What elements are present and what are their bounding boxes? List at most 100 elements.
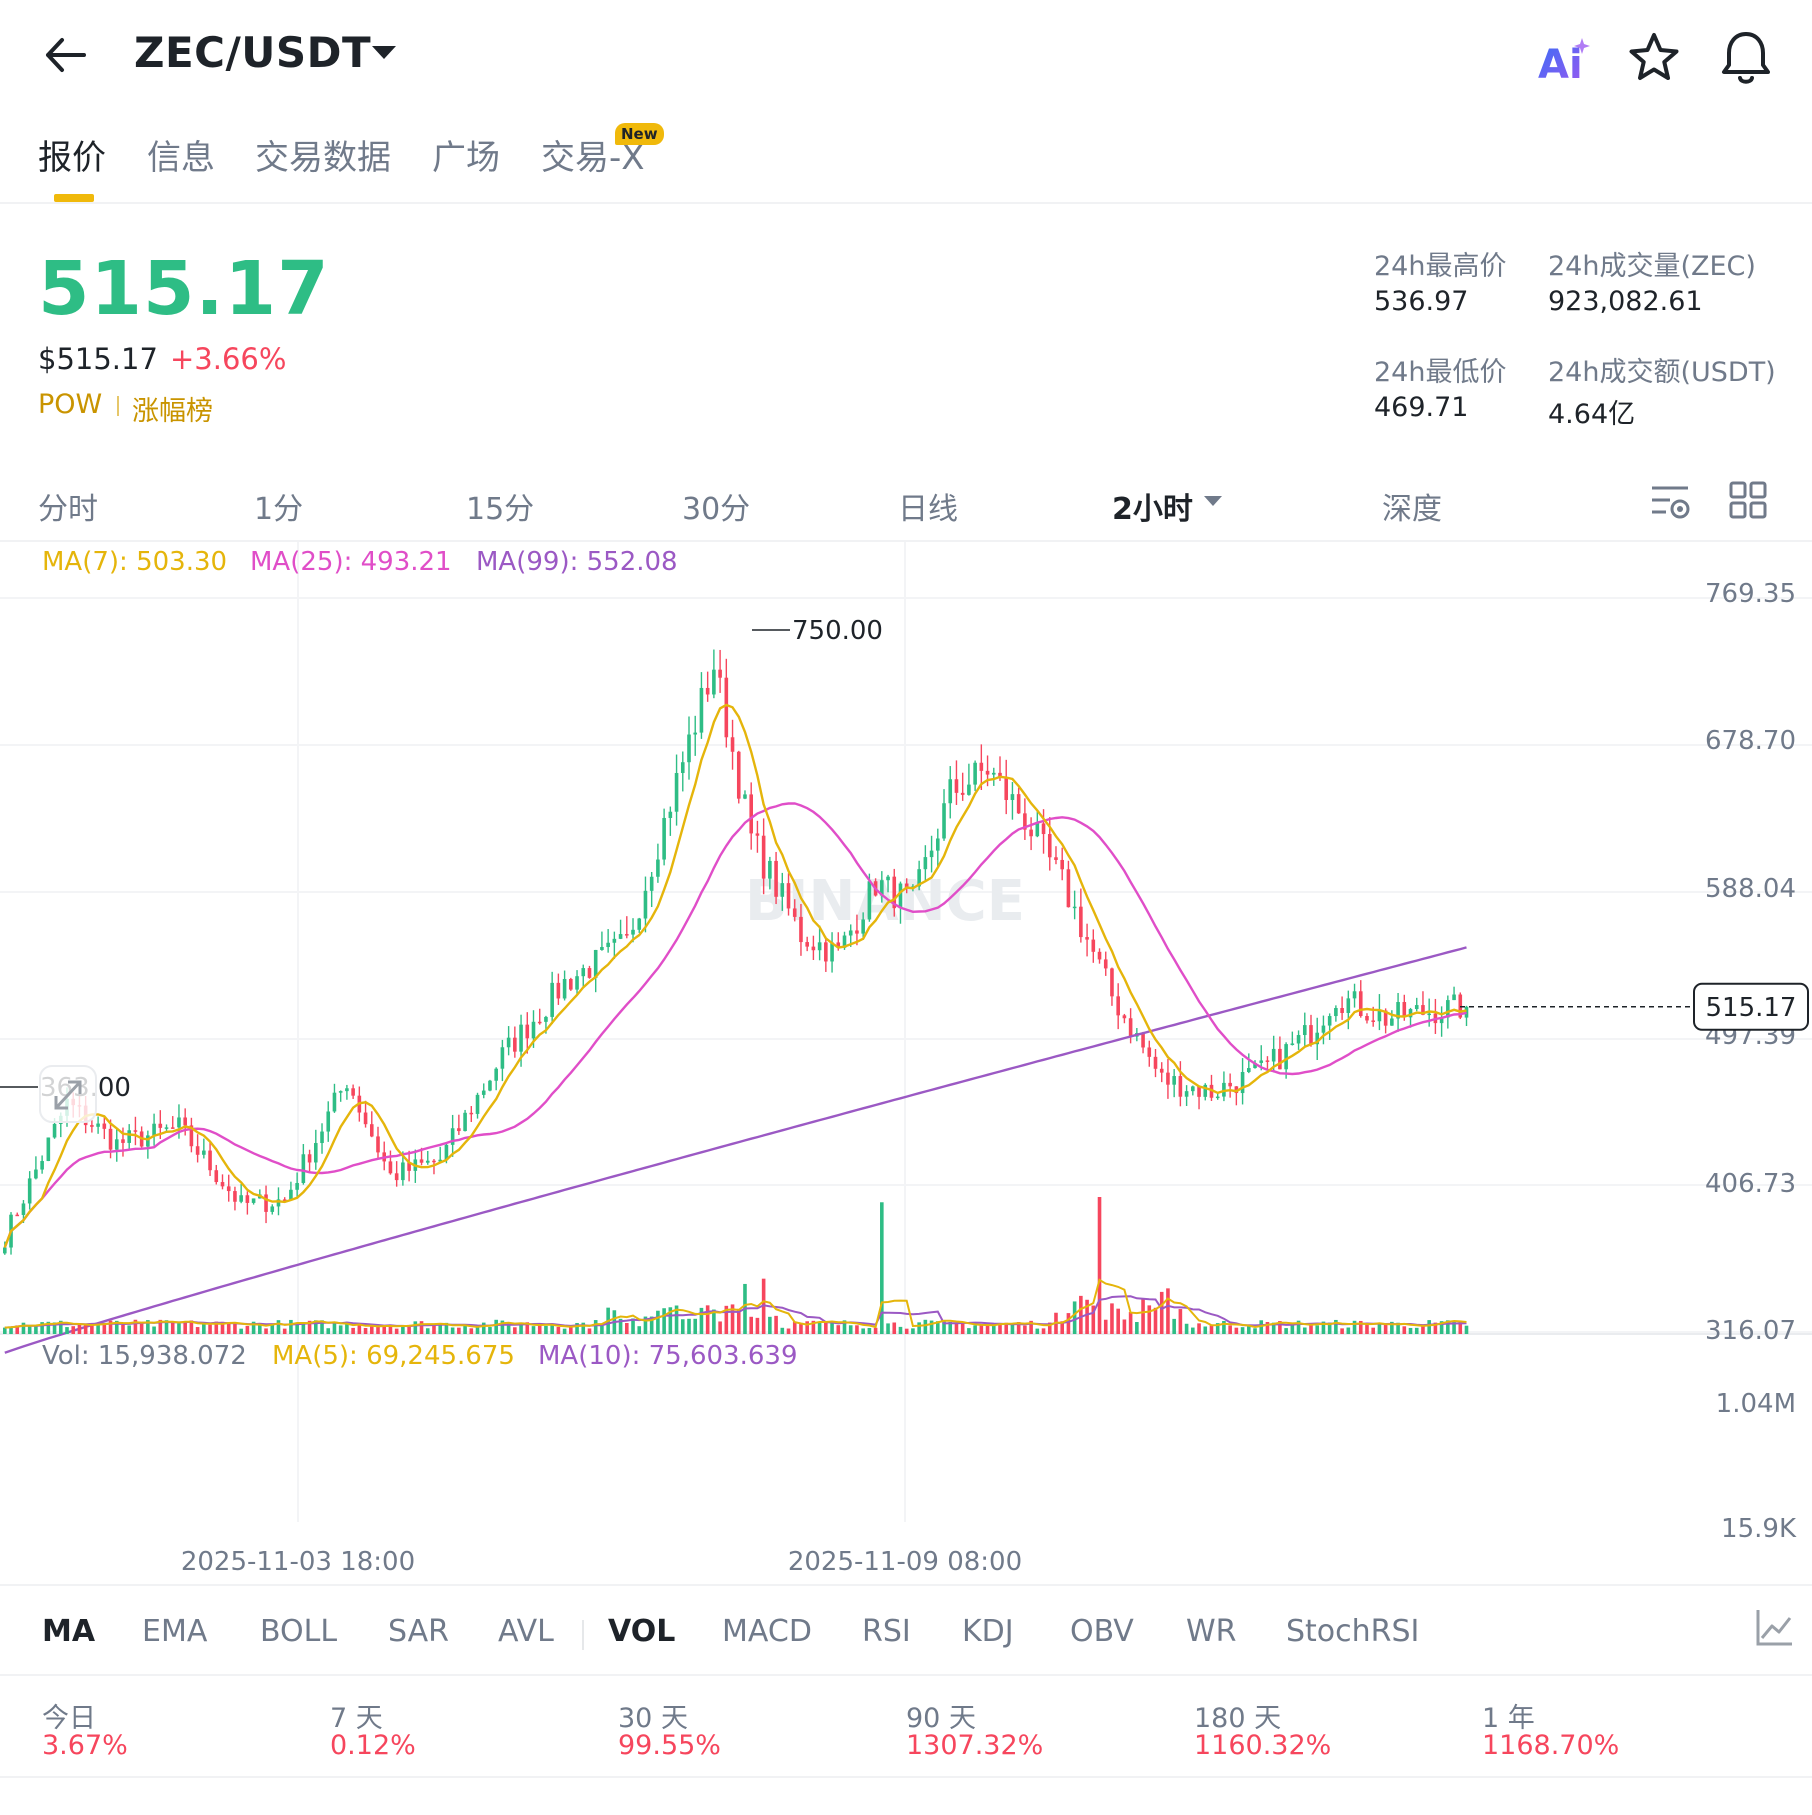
volume-bar (1103, 1319, 1108, 1334)
volume-bar (1153, 1307, 1158, 1334)
candle-up (1284, 1044, 1288, 1070)
volume-bar (183, 1322, 187, 1334)
volume-bar (1128, 1311, 1133, 1334)
candle-down (960, 792, 965, 795)
candle-down (786, 883, 791, 909)
candle-down (792, 908, 797, 917)
volume-bar (96, 1324, 100, 1334)
candle-up (768, 860, 772, 879)
star-icon[interactable] (1626, 30, 1682, 86)
candle-up (1321, 1025, 1326, 1033)
grid-layout-icon[interactable] (1728, 480, 1768, 520)
expand-chart-button[interactable] (39, 1065, 97, 1123)
indicator-obv[interactable]: OBV (1070, 1614, 1134, 1649)
volume-bar (114, 1320, 119, 1334)
interval-1d[interactable]: 日线 (898, 492, 958, 527)
tab-trading-data[interactable]: 交易数据 (255, 138, 391, 178)
volume-bar (948, 1321, 953, 1334)
indicator-avl[interactable]: AVL (498, 1614, 554, 1649)
candle-up (506, 1037, 511, 1048)
ma25-legend: MA(25): 493.21 (250, 547, 452, 577)
volume-bar (904, 1328, 909, 1334)
volume-bar (1352, 1320, 1357, 1334)
tag-pow[interactable]: POW (38, 389, 103, 420)
volume-bar (282, 1328, 287, 1334)
back-arrow-icon[interactable] (40, 30, 90, 80)
interval-timeline[interactable]: 分时 (38, 492, 98, 527)
volume-bar (662, 1308, 666, 1334)
tab-square[interactable]: 广场 (432, 138, 500, 178)
candle-up (270, 1206, 275, 1212)
volume-bar (1446, 1320, 1450, 1334)
candle-down (183, 1117, 187, 1126)
volume-bar (314, 1320, 318, 1334)
tag-gainers[interactable]: 涨幅榜 (132, 396, 213, 427)
chart-settings-icon[interactable] (1648, 480, 1692, 524)
candles-layer (3, 649, 1469, 1255)
candle-down (892, 876, 897, 909)
divider (0, 1584, 1812, 1586)
interval-15m[interactable]: 15分 (466, 492, 535, 527)
interval-2h[interactable]: 2小时 (1112, 492, 1193, 527)
indicator-macd[interactable]: MACD (722, 1614, 812, 1649)
indicator-wr[interactable]: WR (1186, 1614, 1237, 1649)
candle-down (1141, 1033, 1145, 1048)
volume-bar (1191, 1327, 1195, 1334)
bell-icon[interactable] (1716, 28, 1776, 88)
indicator-boll[interactable]: BOLL (260, 1614, 338, 1649)
candle-down (15, 1214, 20, 1217)
indicator-rsi[interactable]: RSI (862, 1614, 911, 1649)
tab-info[interactable]: 信息 (147, 138, 215, 178)
candle-up (1203, 1084, 1208, 1097)
volume-bar (301, 1323, 306, 1334)
candle-down (195, 1146, 200, 1155)
candle-down (1029, 829, 1033, 837)
volume-bar (513, 1327, 517, 1334)
candle-down (1091, 939, 1096, 952)
indicator-sar[interactable]: SAR (388, 1614, 449, 1649)
volume-bar (817, 1322, 822, 1334)
svg-text:Ai: Ai (1538, 42, 1583, 84)
volume-bar (77, 1323, 82, 1334)
candle-up (301, 1154, 306, 1184)
caret-down-icon[interactable] (372, 46, 396, 59)
ai-icon[interactable]: Ai (1536, 34, 1592, 84)
volume-axis-label: 15.9K (1721, 1514, 1797, 1544)
pair-title[interactable]: ZEC/USDT (134, 28, 372, 77)
indicator-stochrsi[interactable]: StochRSI (1286, 1614, 1420, 1649)
indicator-ema[interactable]: EMA (142, 1614, 208, 1649)
volume-bar (631, 1318, 635, 1334)
indicator-ma[interactable]: MA (42, 1614, 96, 1649)
volume-bar (195, 1327, 200, 1334)
candle-up (401, 1162, 405, 1181)
candlestick-chart[interactable]: BINANCE 769.35678.70588.04497.39406.7331… (0, 542, 1812, 1587)
indicator-separator (582, 1620, 584, 1650)
volume-bar (108, 1320, 113, 1334)
interval-depth[interactable]: 深度 (1382, 492, 1442, 527)
indicator-settings-icon[interactable] (1752, 1606, 1796, 1650)
active-tab-indicator (54, 194, 94, 202)
volume-bar (139, 1321, 144, 1334)
interval-caret-icon[interactable] (1204, 496, 1222, 506)
current-price-tag[interactable]: 515.17 (1693, 982, 1809, 1031)
volume-bar (998, 1323, 1002, 1334)
volume-bar (164, 1320, 169, 1334)
volume-bar (911, 1328, 915, 1334)
indicator-kdj[interactable]: KDJ (962, 1614, 1014, 1649)
candle-up (562, 978, 567, 999)
indicator-vol[interactable]: VOL (608, 1614, 676, 1649)
volume-bar (1390, 1321, 1394, 1334)
candle-up (1302, 1025, 1307, 1036)
tab-quote[interactable]: 报价 (38, 138, 106, 178)
tag-separator (117, 396, 119, 416)
candle-down (1197, 1086, 1201, 1097)
candle-down (1153, 1056, 1158, 1069)
interval-30m[interactable]: 30分 (682, 492, 751, 527)
volume-bar (506, 1323, 511, 1334)
volume-axis-label: 1.04M (1716, 1389, 1796, 1419)
interval-1m[interactable]: 1分 (254, 492, 304, 527)
perf-7d-value: 0.12% (330, 1730, 416, 1761)
volume-bar (369, 1325, 374, 1334)
volume-bar (1371, 1327, 1375, 1334)
volume-bar (593, 1320, 598, 1334)
